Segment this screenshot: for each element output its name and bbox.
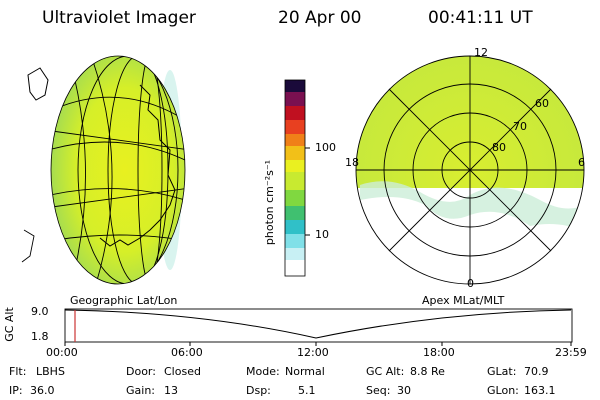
door-value: Closed	[164, 365, 201, 378]
dsp-value: 5.1	[298, 384, 316, 397]
gain-label: Gain:	[126, 384, 155, 397]
x-tick-1800: 18:00	[423, 346, 455, 359]
geographic-label: Geographic Lat/Lon	[70, 294, 178, 307]
y-tick-1-8: 1.8	[31, 330, 49, 343]
colorbar-units-label: photon cm⁻²s⁻¹	[263, 159, 277, 246]
colorbar-tick-100: 100	[315, 141, 336, 154]
apex-label: Apex MLat/MLT	[422, 294, 505, 307]
glat-label: GLat:	[487, 365, 517, 378]
gc-alt-label: GC Alt:	[366, 365, 405, 378]
globe-image	[21, 55, 186, 285]
mlt-label-12: 12	[474, 46, 488, 59]
colorbar-tick-10: 10	[315, 228, 329, 241]
ip-label: IP:	[9, 384, 23, 397]
lat-label-60: 60	[535, 97, 549, 110]
time-label: 00:41:11 UT	[428, 8, 533, 28]
timeline-plot	[64, 308, 573, 346]
x-tick-0600: 06:00	[171, 346, 203, 359]
gc-alt-value: 8.8 Re	[410, 365, 445, 378]
x-tick-2359: 23:59	[555, 346, 587, 359]
glat-value: 70.9	[524, 365, 549, 378]
lat-label-70: 70	[513, 120, 527, 133]
door-label: Door:	[126, 365, 156, 378]
x-tick-0000: 00:00	[46, 346, 78, 359]
glon-label: GLon:	[487, 384, 519, 397]
polar-plot	[355, 55, 585, 285]
color-bar	[284, 79, 310, 277]
gc-alt-axis-title: GC Alt	[2, 307, 16, 342]
mlt-label-6: 6	[578, 156, 585, 169]
glon-value: 163.1	[524, 384, 556, 397]
seq-label: Seq:	[366, 384, 391, 397]
ip-value: 36.0	[30, 384, 55, 397]
gain-value: 13	[164, 384, 178, 397]
mlt-label-18: 18	[345, 156, 359, 169]
date-label: 20 Apr 00	[278, 8, 362, 28]
y-tick-9: 9.0	[31, 305, 49, 318]
flt-label: Flt:	[9, 365, 27, 378]
flt-value: LBHS	[36, 365, 65, 378]
mlt-label-0: 0	[467, 277, 474, 290]
mode-value: Normal	[285, 365, 325, 378]
app-title: Ultraviolet Imager	[42, 8, 196, 28]
mode-label: Mode:	[246, 365, 280, 378]
dsp-label: Dsp:	[246, 384, 271, 397]
x-tick-1200: 12:00	[297, 346, 329, 359]
lat-label-80: 80	[492, 141, 506, 154]
seq-value: 30	[397, 384, 411, 397]
